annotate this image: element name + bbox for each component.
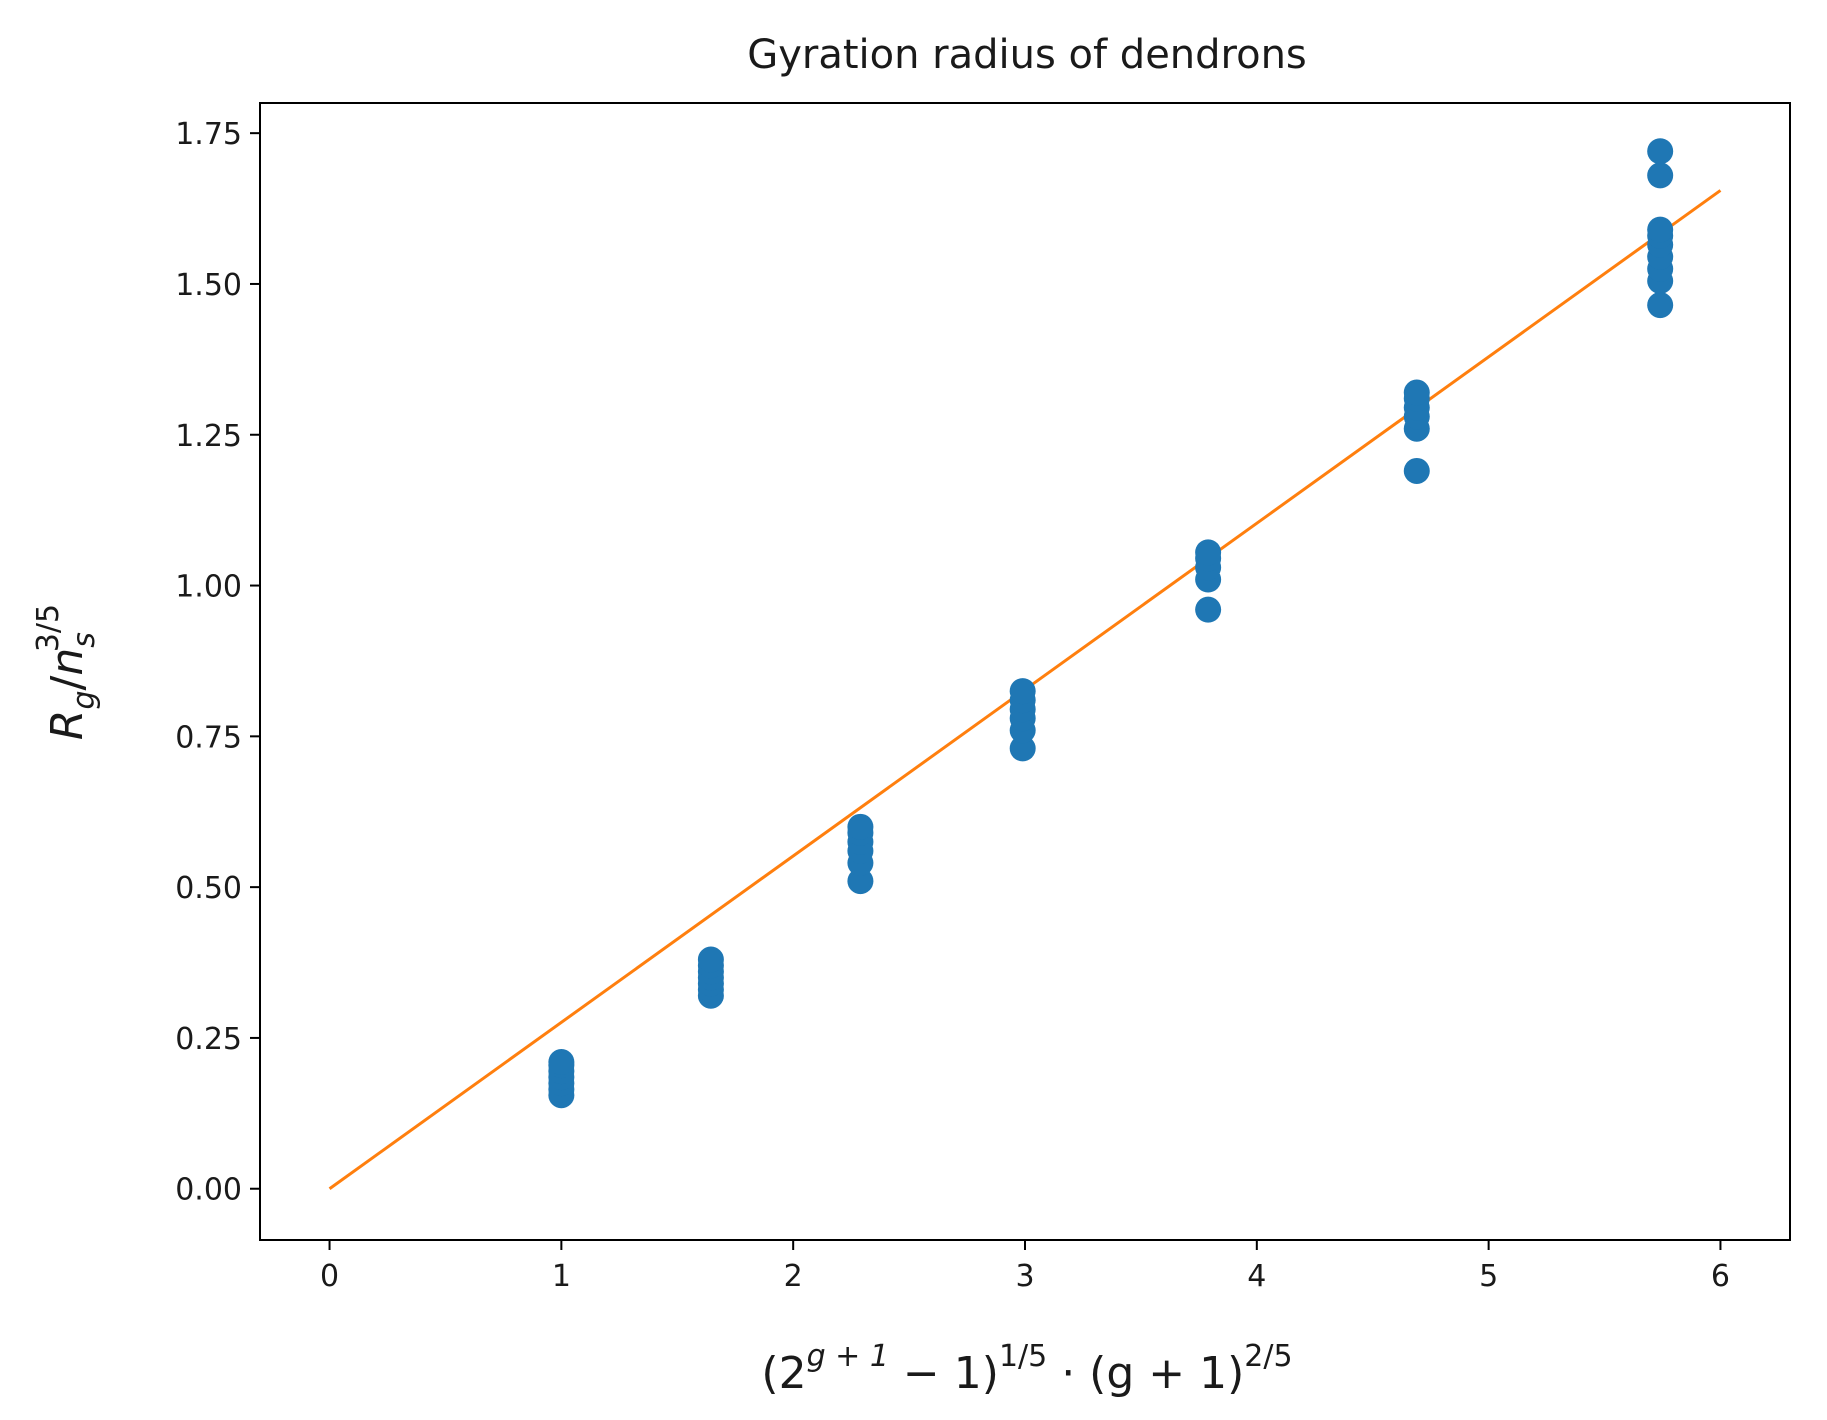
scatter-point	[1195, 539, 1222, 566]
scatter-point	[1647, 162, 1674, 189]
x-label-mid: − 1)	[889, 1348, 999, 1399]
x-tick-label: 2	[784, 1259, 803, 1294]
y-tick-label: 1.75	[175, 117, 242, 152]
y-axis-label: Rg/ns3/5	[31, 604, 102, 740]
scatter-point	[548, 1049, 575, 1076]
x-tick-label: 0	[320, 1259, 339, 1294]
y-label-r: R	[42, 710, 93, 741]
x-label-base: (2	[761, 1348, 806, 1399]
x-tick-label: 4	[1247, 1259, 1266, 1294]
y-tick-label: 1.00	[175, 570, 242, 605]
x-label-exp3: 2/5	[1244, 1339, 1292, 1374]
y-tick-label: 0.25	[175, 1022, 242, 1057]
x-tick-label: 6	[1711, 1259, 1730, 1294]
x-tick-label: 5	[1479, 1259, 1498, 1294]
scatter-point	[1009, 678, 1036, 705]
x-label-exp1: g + 1	[807, 1339, 889, 1374]
scatter-point	[1195, 596, 1222, 623]
chart-title: Gyration radius of dendrons	[747, 32, 1307, 78]
y-tick-label: 0.50	[175, 871, 242, 906]
x-label-exp2: 1/5	[999, 1339, 1047, 1374]
scatter-point	[1647, 138, 1674, 165]
y-axis-ticks: 0.00 0.25 0.50 0.75 1.00 1.25 1.50 1.75	[175, 117, 260, 1208]
scatter-point	[1647, 216, 1674, 243]
scatter-point	[1403, 379, 1430, 406]
scatter-point	[697, 946, 724, 973]
y-label-n-sup: 3/5	[31, 604, 66, 652]
x-axis-ticks: 0 1 2 3 4 5 6	[320, 1240, 1730, 1294]
x-label-mid2: · (g + 1)	[1047, 1348, 1244, 1399]
y-tick-label: 0.00	[175, 1173, 242, 1208]
scatter-point	[847, 813, 874, 840]
scatter-points-layer	[548, 138, 1674, 1109]
y-label-n-sub: s	[67, 632, 102, 648]
x-tick-label: 1	[552, 1259, 571, 1294]
scatter-point	[1009, 735, 1036, 762]
y-label-slash: /	[42, 676, 93, 691]
y-tick-label: 1.50	[175, 268, 242, 303]
scatter-point	[847, 868, 874, 895]
y-tick-label: 1.25	[175, 419, 242, 454]
y-label-n: n	[42, 648, 93, 676]
plot-area	[259, 102, 1791, 1241]
y-tick-label: 0.75	[175, 720, 242, 755]
x-axis-label: (2g + 1 − 1)1/5 · (g + 1)2/5	[761, 1339, 1292, 1399]
x-tick-label: 3	[1015, 1259, 1034, 1294]
scatter-point	[1403, 457, 1430, 484]
scatter-point	[1647, 292, 1674, 319]
y-label-r-sub: g	[67, 691, 102, 710]
